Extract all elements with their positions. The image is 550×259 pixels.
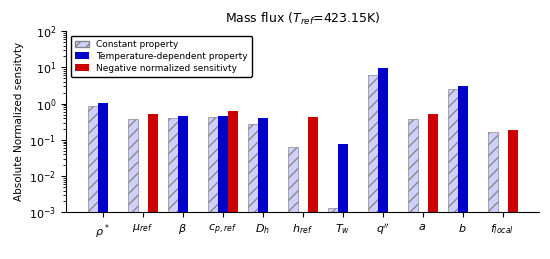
Bar <box>367 75 377 259</box>
Bar <box>408 119 417 259</box>
Y-axis label: Absolute Normalized sensitvty: Absolute Normalized sensitvty <box>14 42 24 201</box>
Bar <box>147 114 157 259</box>
Bar <box>377 68 388 259</box>
Bar <box>97 103 107 259</box>
Bar <box>338 144 348 259</box>
Bar <box>207 117 217 259</box>
Bar <box>487 132 498 259</box>
Bar <box>217 116 228 259</box>
Bar <box>87 106 97 259</box>
Bar <box>427 114 437 259</box>
Title: Mass flux ($T_{ref}$=423.15K): Mass flux ($T_{ref}$=423.15K) <box>224 11 381 27</box>
Bar <box>288 147 298 259</box>
Bar <box>458 86 468 259</box>
Legend: Constant property, Temperature-dependent property, Negative normalized sensitivt: Constant property, Temperature-dependent… <box>70 35 252 77</box>
Bar <box>228 111 238 259</box>
Bar <box>178 116 188 259</box>
Bar <box>327 208 338 259</box>
Bar <box>128 119 138 259</box>
Bar <box>248 124 257 259</box>
Bar <box>448 89 458 259</box>
Bar <box>307 117 317 259</box>
Bar <box>168 118 178 259</box>
Bar <box>508 130 518 259</box>
Bar <box>257 118 267 259</box>
